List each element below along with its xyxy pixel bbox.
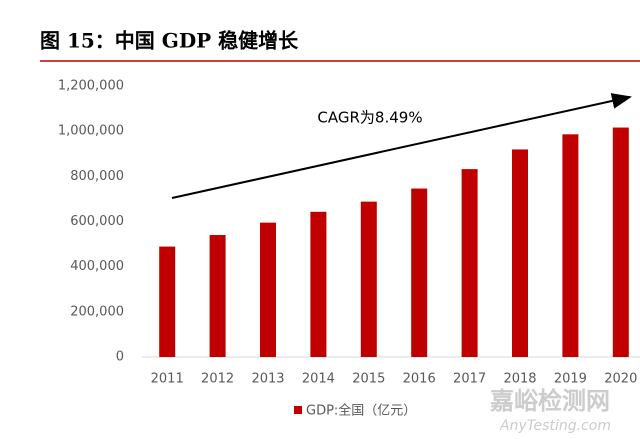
- x-tick-label: 2017: [453, 372, 486, 387]
- watermark: 嘉峪检测网: [490, 387, 610, 415]
- bar: [461, 169, 478, 357]
- bar: [209, 235, 226, 357]
- bar: [562, 134, 579, 357]
- y-tick-label: 1,200,000: [58, 79, 124, 94]
- x-tick-label: 2020: [604, 372, 637, 387]
- y-tick-label: 200,000: [70, 304, 124, 319]
- x-tick-label: 2019: [554, 372, 587, 387]
- y-tick-label: 400,000: [70, 259, 124, 274]
- legend-swatch: [294, 406, 302, 414]
- x-tick-label: 2011: [151, 372, 184, 387]
- y-tick-label: 1,000,000: [58, 124, 124, 139]
- x-tick-label: 2015: [352, 372, 385, 387]
- bar: [512, 149, 528, 357]
- y-tick-label: 800,000: [70, 169, 124, 184]
- x-tick-label: 2012: [201, 372, 234, 387]
- x-tick-label: 2013: [251, 372, 284, 387]
- x-tick-label: 2016: [403, 372, 436, 387]
- watermark: AnyTesting.com: [499, 418, 611, 434]
- chart-title: 图 15：中国 GDP 稳健增长: [40, 29, 299, 53]
- trend-arrow: [171, 93, 632, 199]
- bar: [360, 201, 377, 357]
- y-tick-label: 0: [116, 350, 124, 365]
- annotation: CAGR为8.49%: [317, 109, 422, 127]
- x-tick-label: 2014: [302, 372, 335, 387]
- bar: [260, 222, 276, 357]
- bar: [411, 188, 428, 357]
- bar: [159, 246, 176, 357]
- y-tick-label: 600,000: [70, 214, 124, 229]
- bar: [612, 127, 629, 357]
- legend-label: GDP:全国（亿元）: [306, 403, 416, 419]
- bar: [310, 211, 327, 357]
- x-tick-label: 2018: [503, 372, 536, 387]
